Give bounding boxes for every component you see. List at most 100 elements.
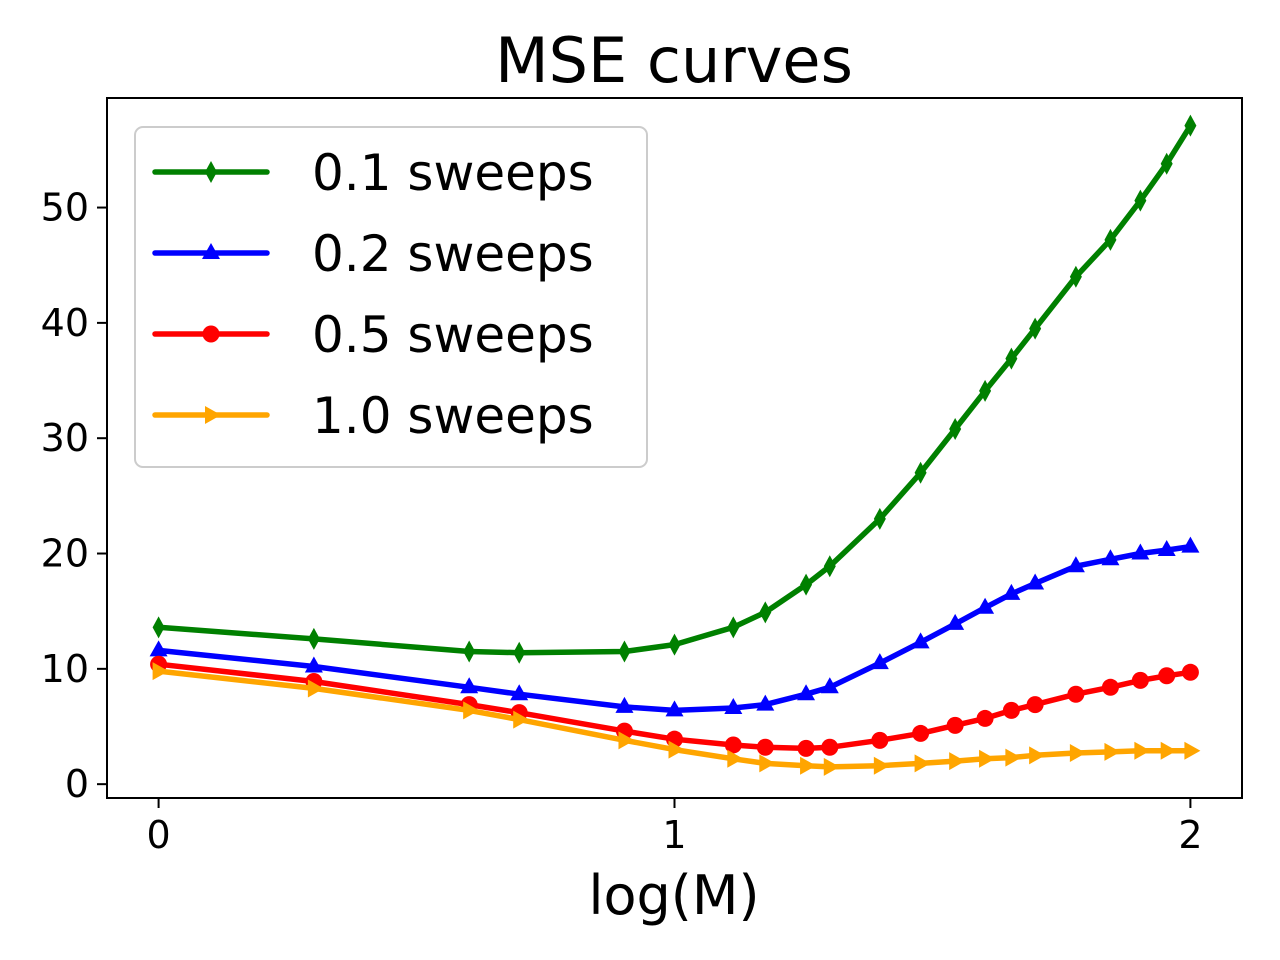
data-point-0-1-sweeps (1005, 347, 1018, 370)
data-point-1-0-sweeps (152, 662, 169, 681)
y-tick-label: 50 (41, 186, 89, 230)
data-point-0-2-sweeps (149, 640, 168, 657)
data-point-0-1-sweeps (1160, 152, 1173, 175)
legend-label: 0.2 sweeps (312, 225, 594, 283)
data-point-0-2-sweeps (510, 684, 529, 701)
legend-entry-0-2-sweeps: 0.2 sweeps (152, 225, 594, 283)
data-point-0-1-sweeps (727, 616, 740, 639)
y-tick-label: 10 (41, 647, 89, 691)
x-tick-label: 2 (1178, 813, 1202, 857)
data-point-0-2-sweeps (615, 696, 634, 713)
data-point-1-0-sweeps (1069, 744, 1086, 763)
data-point-0-5-sweeps (1101, 678, 1119, 696)
data-point-1-0-sweeps (759, 754, 776, 773)
data-point-0-1-sweeps (949, 417, 962, 440)
data-point-0-1-sweeps (914, 461, 927, 484)
data-point-1-0-sweeps (727, 749, 744, 768)
data-point-1-0-sweeps (463, 701, 480, 720)
data-point-0-1-sweeps (513, 641, 526, 664)
y-tick-label: 20 (41, 532, 89, 576)
legend-swatch-marker (202, 325, 220, 343)
data-point-1-0-sweeps (1160, 741, 1177, 760)
data-point-1-0-sweeps (823, 757, 840, 776)
data-point-0-2-sweeps (1131, 543, 1150, 560)
data-point-1-0-sweeps (1029, 746, 1046, 765)
data-point-0-1-sweeps (152, 616, 165, 639)
data-point-0-2-sweeps (304, 656, 323, 673)
data-point-0-1-sweeps (1134, 189, 1147, 212)
series-1-0-sweeps (152, 662, 1201, 776)
data-point-0-1-sweeps (668, 633, 681, 656)
data-point-0-1-sweeps (463, 640, 476, 663)
chart-title: MSE curves (495, 24, 853, 97)
data-point-0-2-sweeps (460, 677, 479, 694)
y-tick-label: 0 (65, 762, 89, 806)
x-tick-label: 0 (146, 813, 170, 857)
data-point-0-2-sweeps (724, 698, 743, 715)
data-point-0-5-sweeps (1158, 667, 1176, 685)
data-point-1-0-sweeps (1104, 742, 1121, 761)
series-0-2-sweeps (149, 536, 1200, 717)
legend-entry-0-5-sweeps: 0.5 sweeps (152, 306, 594, 364)
data-point-0-2-sweeps (1181, 536, 1200, 553)
data-point-1-0-sweeps (979, 749, 996, 768)
data-point-0-1-sweeps (618, 640, 631, 663)
data-point-0-5-sweeps (797, 739, 815, 757)
data-point-0-2-sweeps (870, 653, 889, 670)
data-point-0-5-sweeps (1131, 671, 1149, 689)
data-point-0-5-sweeps (1181, 663, 1199, 681)
data-point-0-2-sweeps (1101, 549, 1120, 566)
data-point-1-0-sweeps (1005, 748, 1022, 767)
data-point-0-2-sweeps (1066, 556, 1085, 573)
x-axis: 0 1 2 (146, 798, 1203, 857)
data-point-0-2-sweeps (756, 694, 775, 711)
data-point-0-5-sweeps (946, 716, 964, 734)
data-point-1-0-sweeps (914, 754, 931, 773)
data-point-0-1-sweeps (759, 601, 772, 624)
data-point-1-0-sweeps (800, 756, 817, 775)
y-tick-label: 30 (41, 416, 89, 460)
plot-area (149, 114, 1201, 776)
data-point-0-2-sweeps (665, 700, 684, 717)
data-point-1-0-sweeps (1134, 741, 1151, 760)
legend-swatch-marker (205, 406, 221, 424)
data-point-0-5-sweeps (871, 731, 889, 749)
y-axis: 0 10 20 30 40 50 (41, 186, 107, 806)
data-point-0-1-sweeps (307, 627, 320, 650)
data-point-0-2-sweeps (1002, 583, 1021, 600)
data-point-0-5-sweeps (756, 738, 774, 756)
legend-entry-0-1-sweeps: 0.1 sweeps (152, 144, 594, 202)
legend-label: 0.1 sweeps (312, 144, 594, 202)
data-point-0-2-sweeps (1026, 573, 1045, 590)
data-point-0-1-sweeps (1104, 228, 1117, 251)
data-point-1-0-sweeps (949, 752, 966, 771)
legend-label: 0.5 sweeps (312, 306, 594, 364)
data-point-0-5-sweeps (1067, 685, 1085, 703)
legend-box (134, 126, 648, 468)
data-point-1-0-sweeps (513, 710, 530, 729)
data-point-0-5-sweeps (912, 724, 930, 742)
data-point-0-1-sweeps (979, 379, 992, 402)
data-point-0-5-sweeps (1002, 701, 1020, 719)
data-point-0-2-sweeps (976, 597, 995, 614)
legend-swatch-marker (202, 243, 220, 259)
data-point-0-1-sweeps (800, 573, 813, 596)
data-point-0-1-sweeps (873, 507, 886, 530)
data-point-0-2-sweeps (820, 677, 839, 694)
data-point-0-5-sweeps (976, 709, 994, 727)
legend: 0.1 sweeps 0.2 sweeps 0.5 sweeps 1.0 sweeps (134, 126, 648, 468)
legend-label: 1.0 sweeps (312, 387, 594, 445)
legend-swatch-marker (205, 161, 217, 183)
data-point-0-5-sweeps (1026, 696, 1044, 714)
data-point-1-0-sweeps (618, 731, 635, 750)
legend-entry-1-0-sweeps: 1.0 sweeps (152, 387, 594, 445)
data-point-1-0-sweeps (1184, 741, 1201, 760)
data-point-0-2-sweeps (797, 684, 816, 701)
x-axis-label: log(M) (588, 864, 759, 927)
data-point-1-0-sweeps (668, 740, 685, 759)
data-point-0-1-sweeps (823, 555, 836, 578)
data-point-1-0-sweeps (873, 756, 890, 775)
data-point-1-0-sweeps (307, 679, 324, 698)
data-point-0-2-sweeps (1157, 540, 1176, 557)
y-tick-label: 40 (41, 301, 89, 345)
